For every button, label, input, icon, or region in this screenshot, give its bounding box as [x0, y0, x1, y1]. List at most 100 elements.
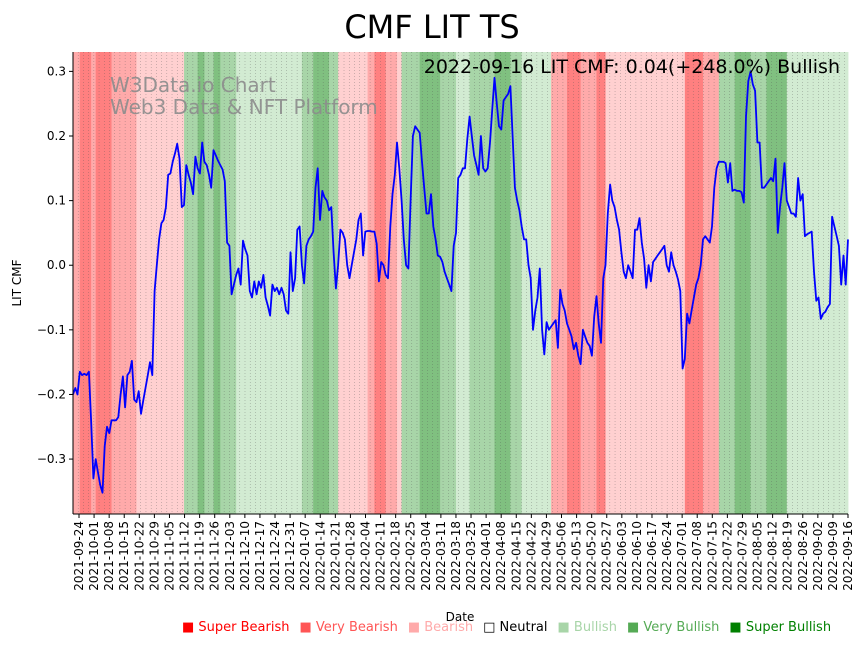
- x-tick-label: 2022-04-01: [479, 521, 493, 591]
- legend-item: ■ Very Bearish: [299, 620, 398, 635]
- watermark: W3Data.io Chart Web3 Data & NFT Platform: [110, 73, 378, 119]
- x-tick-label: 2022-09-02: [811, 521, 825, 591]
- x-tick-label: 2021-12-31: [283, 521, 297, 591]
- x-tick-label: 2022-05-06: [555, 521, 569, 591]
- x-tick-label: 2022-07-15: [705, 521, 719, 591]
- regime-band-super-bullish: [734, 52, 751, 514]
- y-tick-label: 0.3: [47, 64, 66, 78]
- regime-band-super-bullish: [419, 52, 441, 514]
- legend-item: ■ Bullish: [557, 620, 617, 635]
- regime-band-super-bullish: [197, 52, 205, 514]
- x-tick-label: 2022-01-14: [313, 521, 327, 591]
- x-tick-label: 2021-12-24: [268, 521, 282, 591]
- regime-band-very-bearish: [702, 52, 720, 514]
- regime-band-bearish: [136, 52, 160, 514]
- x-tick-label: 2022-07-08: [690, 521, 704, 591]
- y-tick-label: 0.0: [47, 258, 66, 272]
- regime-band-bullish: [236, 52, 303, 514]
- x-tick-label: 2022-03-04: [419, 521, 433, 591]
- regime-band-bearish: [338, 52, 368, 514]
- x-tick-label: 2022-03-25: [464, 521, 478, 591]
- x-tick-label: 2022-03-11: [434, 521, 448, 591]
- x-tick-label: 2022-04-22: [524, 521, 538, 591]
- vertical-gridlines: [72, 52, 845, 514]
- legend-item: ■ Bearish: [407, 620, 474, 635]
- x-tick-label: 2022-01-21: [328, 521, 342, 591]
- x-tick-label: 2021-12-17: [253, 521, 267, 591]
- chart-title: CMF LIT TS: [344, 8, 519, 46]
- regime-band-super-bearish: [684, 52, 704, 514]
- x-axis-label: Date: [446, 610, 475, 624]
- regime-band-very-bullish: [220, 52, 237, 514]
- x-tick-label: 2022-08-19: [781, 521, 795, 591]
- x-tick-label: 2022-06-10: [630, 521, 644, 591]
- x-tick-label: 2022-05-20: [585, 521, 599, 591]
- x-tick-label: 2021-10-01: [87, 521, 101, 591]
- regime-band-very-bearish: [580, 52, 597, 514]
- regime-band-bearish: [397, 52, 402, 514]
- x-tick-label: 2022-09-16: [841, 521, 855, 591]
- regime-band-very-bullish: [718, 52, 736, 514]
- x-tick-label: 2022-08-12: [766, 521, 780, 591]
- y-tick-label: −0.1: [37, 323, 66, 337]
- legend: ■ Super Bearish ■ Very Bearish ■ Bearish □ …: [182, 620, 841, 635]
- x-tick-label: 2021-11-26: [208, 521, 222, 591]
- y-tick-label: −0.3: [37, 452, 66, 466]
- legend-item: ■ Super Bullish: [729, 620, 832, 635]
- x-tick-label: 2021-10-22: [132, 521, 146, 591]
- regime-band-very-bearish: [385, 52, 398, 514]
- regime-band-very-bearish: [367, 52, 375, 514]
- x-tick-label: 2022-05-27: [600, 521, 614, 591]
- legend-item: □ Neutral: [483, 620, 548, 635]
- y-axis-label: LIT CMF: [10, 259, 24, 306]
- regime-band-super-bearish: [95, 52, 112, 514]
- regime-band-very-bullish: [401, 52, 421, 514]
- x-tick-label: 2022-02-18: [389, 521, 403, 591]
- regime-band-bearish: [605, 52, 665, 514]
- x-tick-label: 2022-07-01: [675, 521, 689, 591]
- x-tick-label: 2022-06-03: [615, 521, 629, 591]
- x-tick-label: 2022-03-18: [449, 521, 463, 591]
- x-tick-label: 2021-11-19: [193, 521, 207, 591]
- legend-item: ■ Very Bullish: [626, 620, 720, 635]
- y-ticks: −0.3 −0.2 −0.1 0.0 0.1 0.2 0.3: [37, 64, 73, 466]
- x-tick-label: 2022-06-24: [660, 521, 674, 591]
- cmf-series-line: [72, 70, 849, 494]
- x-ticks: 2021-09-24 2021-10-01 2021-10-08 2021-10-15…: [72, 514, 855, 591]
- regime-band-bearish: [159, 52, 185, 514]
- x-tick-label: 2021-12-03: [223, 521, 237, 591]
- regime-band-very-bullish: [184, 52, 199, 514]
- latest-value-annotation: 2022-09-16 LIT CMF: 0.04(+248.0%) Bullis…: [424, 56, 840, 78]
- x-tick-label: 2022-04-15: [509, 521, 523, 591]
- regime-band-bearish: [664, 52, 686, 514]
- x-tick-label: 2021-10-29: [147, 521, 161, 591]
- x-tick-label: 2022-04-08: [494, 521, 508, 591]
- x-tick-label: 2022-08-05: [751, 521, 765, 591]
- regime-band-very-bearish: [91, 52, 97, 514]
- x-tick-label: 2021-10-08: [102, 521, 116, 591]
- x-tick-label: 2022-09-09: [826, 521, 840, 591]
- regime-band-very-bearish: [111, 52, 137, 514]
- regime-band-super-bearish: [596, 52, 606, 514]
- regime-band-super-bearish: [79, 52, 92, 514]
- x-tick-label: 2021-09-24: [72, 521, 86, 591]
- x-tick-label: 2021-11-05: [162, 521, 176, 591]
- x-tick-label: 2022-08-26: [796, 521, 810, 591]
- x-tick-label: 2022-07-29: [735, 521, 749, 591]
- regime-band-super-bullish: [313, 52, 330, 514]
- regime-band-very-bearish: [551, 52, 568, 514]
- regime-band-bullish: [521, 52, 529, 514]
- regime-band-bullish: [455, 52, 470, 514]
- regime-band-super-bullish: [494, 52, 511, 514]
- x-tick-label: 2022-05-13: [570, 521, 584, 591]
- x-tick-label: 2022-02-25: [404, 521, 418, 591]
- x-tick-label: 2022-02-04: [358, 521, 372, 591]
- x-tick-label: 2022-02-11: [374, 521, 388, 591]
- y-tick-label: 0.2: [47, 129, 66, 143]
- x-tick-label: 2022-07-22: [720, 521, 734, 591]
- y-tick-label: −0.2: [37, 387, 66, 401]
- x-tick-label: 2021-10-15: [117, 521, 131, 591]
- x-tick-label: 2022-04-29: [539, 521, 553, 591]
- y-tick-label: 0.1: [47, 194, 66, 208]
